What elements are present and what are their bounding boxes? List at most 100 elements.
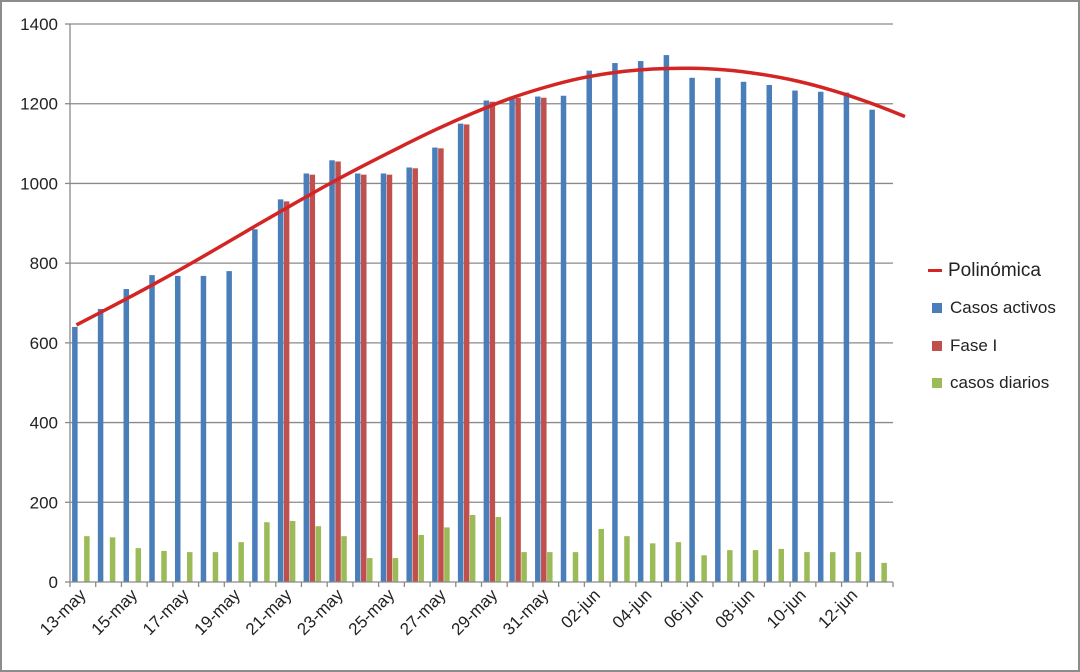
x-tick-label: 19-may — [190, 585, 244, 639]
x-tick-label: 04-jun — [609, 585, 656, 632]
bar-fase-i — [335, 161, 341, 582]
bar-casos-diarios — [444, 527, 450, 582]
bar-casos-activos — [483, 100, 490, 583]
bar-casos-activos — [509, 96, 515, 582]
x-tick-label: 02-jun — [557, 585, 604, 632]
x-tick-label: 10-jun — [763, 585, 810, 632]
y-tick-label: 400 — [30, 414, 58, 433]
bar-casos-diarios — [84, 536, 90, 582]
bar-casos-activos — [149, 275, 155, 582]
bar-fase-i — [361, 174, 367, 582]
bar-fase-i — [309, 174, 316, 582]
bar-casos-diarios — [495, 517, 502, 582]
bar-casos-activos — [689, 77, 695, 583]
legend-item-fase-i: Fase I — [928, 327, 1056, 365]
bar-casos-activos — [766, 84, 773, 582]
bar-casos-activos — [200, 275, 207, 582]
y-tick-label: 1400 — [20, 15, 58, 34]
legend-line-icon — [928, 269, 942, 273]
bar-casos-diarios — [367, 558, 373, 582]
bar-casos-activos — [432, 147, 438, 583]
bar-casos-activos — [560, 95, 567, 582]
bar-casos-diarios — [315, 526, 322, 582]
bar-fase-i — [463, 124, 470, 582]
legend-item-casos-activos: Casos activos — [928, 290, 1056, 328]
x-tick-label: 08-jun — [712, 585, 759, 632]
bar-casos-activos — [612, 63, 618, 583]
bar-casos-activos — [252, 229, 258, 582]
bar-casos-diarios — [186, 552, 193, 582]
bar-casos-diarios — [289, 521, 296, 582]
bar-casos-activos — [329, 160, 335, 582]
bar-fase-i — [438, 148, 444, 582]
bar-casos-activos — [72, 326, 78, 582]
legend-item-casos-diarios: casos diarios — [928, 365, 1056, 403]
y-tick-label: 200 — [30, 493, 58, 512]
bar-casos-diarios — [804, 552, 810, 582]
legend-label: Casos activos — [950, 298, 1056, 318]
bar-fase-i — [541, 97, 547, 582]
bar-casos-activos — [535, 96, 541, 582]
y-tick-label: 1000 — [20, 174, 58, 193]
legend: Polinómica Casos activos Fase I casos di… — [928, 252, 1056, 402]
bar-casos-activos — [663, 55, 670, 583]
legend-label: Polinómica — [948, 259, 1041, 281]
trendline — [75, 66, 906, 327]
bar-casos-diarios — [547, 552, 553, 582]
bar-casos-diarios — [649, 543, 656, 582]
x-tick-label: 12-jun — [814, 585, 861, 632]
bar-casos-activos — [792, 90, 798, 582]
x-tick-label: 29-may — [448, 585, 502, 639]
bar-casos-activos — [457, 123, 464, 583]
bar-casos-activos — [226, 271, 232, 582]
bar-casos-diarios — [341, 536, 347, 582]
x-tick-label: 23-may — [293, 585, 347, 639]
y-tick-label: 800 — [30, 254, 58, 273]
bar-casos-activos — [715, 77, 721, 583]
bar-casos-diarios — [701, 555, 707, 582]
bar-fase-i — [489, 101, 496, 582]
x-tick-label: 17-may — [139, 585, 193, 639]
bar-casos-activos — [303, 173, 310, 582]
y-tick-label: 0 — [49, 573, 58, 592]
bar-casos-activos — [869, 109, 875, 582]
legend-label: Fase I — [950, 335, 998, 355]
bar-casos-activos — [277, 199, 284, 582]
bar-casos-diarios — [161, 550, 167, 582]
bar-casos-diarios — [752, 550, 759, 582]
bars — [72, 55, 887, 583]
bar-casos-diarios — [855, 552, 862, 582]
y-tick-labels: 0 200 400 600 800 1000 1200 1400 — [20, 15, 58, 592]
bar-casos-activos — [740, 81, 747, 583]
bar-casos-activos — [586, 70, 592, 582]
bar-casos-diarios — [778, 548, 785, 582]
bar-casos-diarios — [418, 534, 424, 582]
trendline-polinomica — [75, 66, 906, 327]
bar-casos-activos — [97, 308, 104, 582]
bar-casos-diarios — [829, 552, 836, 582]
bar-casos-diarios — [135, 548, 142, 582]
gridlines — [65, 23, 893, 583]
bar-casos-diarios — [109, 537, 116, 582]
bar-casos-activos — [817, 91, 824, 582]
x-tick-label: 15-may — [88, 585, 142, 639]
y-tick-label: 600 — [30, 334, 58, 353]
bar-casos-diarios — [392, 558, 399, 582]
bar-casos-activos — [123, 289, 130, 582]
bar-casos-activos — [843, 92, 850, 582]
bar-casos-diarios — [598, 528, 604, 582]
legend-label: casos diarios — [950, 373, 1050, 393]
axes — [69, 24, 894, 587]
x-tick-label: 31-may — [499, 585, 553, 639]
bar-fase-i — [412, 168, 418, 583]
x-tick-label: 27-may — [396, 585, 450, 639]
legend-swatch-icon — [932, 340, 942, 351]
bar-casos-activos — [406, 167, 412, 582]
x-tick-labels: 13-may15-may17-may19-may21-may23-may25-m… — [36, 585, 861, 639]
bar-casos-activos — [637, 61, 644, 583]
bar-casos-diarios — [572, 552, 579, 582]
bar-casos-activos — [355, 173, 361, 582]
legend-swatch-icon — [932, 378, 942, 389]
bar-casos-activos — [380, 173, 387, 582]
